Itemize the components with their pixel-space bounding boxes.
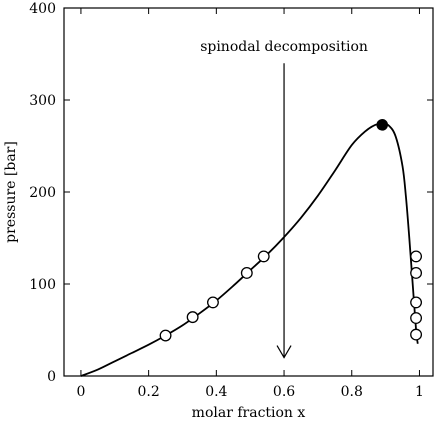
open-data-point: [410, 267, 423, 279]
open-data-point: [410, 312, 423, 324]
critical-point: [376, 119, 389, 131]
open-data-point: [240, 267, 253, 279]
x-tick-label: 0: [76, 384, 85, 400]
open-data-point: [410, 296, 423, 309]
x-tick-label: 0.2: [138, 384, 160, 400]
open-data-point: [257, 250, 270, 263]
y-tick-label: 400: [29, 1, 56, 17]
plot-frame: [63, 7, 434, 377]
open-data-point: [186, 311, 199, 324]
y-axis-title: pressure [bar]: [3, 141, 19, 243]
x-tick-label: 1: [415, 384, 424, 400]
y-tick-label: 100: [29, 277, 56, 293]
open-data-point: [159, 329, 172, 342]
phase-boundary-curve: [80, 122, 419, 377]
annotation-label: spinodal decomposition: [200, 39, 368, 55]
axis-ticks-layer: 0 0.2 0.4 0.6 0.8 1 0 100 200 300 400: [29, 1, 433, 400]
open-data-point: [410, 328, 423, 341]
x-tick-label: 0.4: [205, 384, 227, 400]
open-data-point: [410, 250, 423, 263]
y-tick-label: 0: [47, 369, 56, 385]
curve-layer: [80, 122, 419, 377]
y-tick-label: 200: [29, 185, 56, 201]
open-data-point: [207, 296, 219, 309]
x-axis-title: molar fraction x: [192, 405, 306, 421]
x-tick-label: 0.8: [341, 384, 363, 400]
annotation-layer: [276, 63, 292, 359]
y-tick-label: 300: [29, 93, 56, 109]
x-tick-label: 0.6: [273, 384, 295, 400]
data-points-layer: [159, 119, 423, 342]
annotation-arrow-head: [276, 345, 292, 359]
